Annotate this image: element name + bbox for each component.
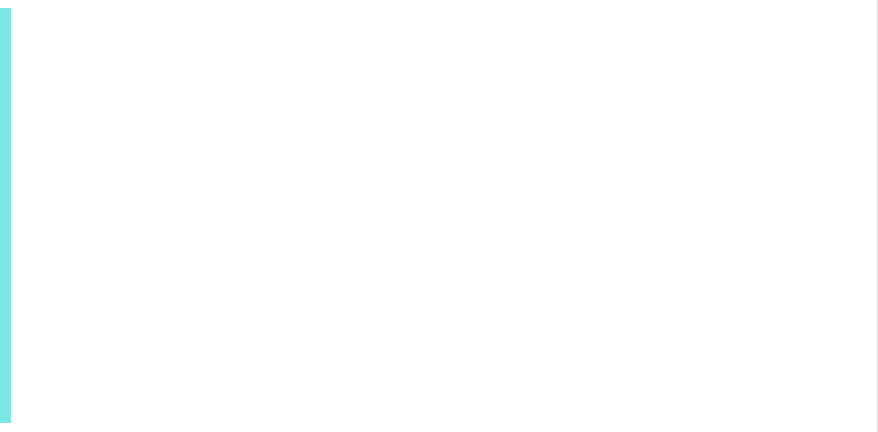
chart-canvas: [0, 0, 878, 432]
source-note: [37, 395, 867, 413]
figure: [0, 0, 878, 432]
